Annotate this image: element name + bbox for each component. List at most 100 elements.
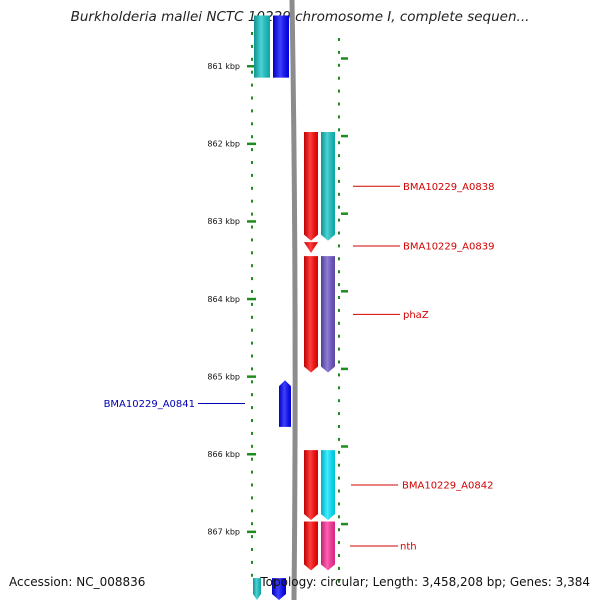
minor-tick-right [338, 231, 340, 235]
major-tick [247, 65, 256, 68]
minor-tick-left [251, 302, 253, 306]
gene-arrow-shading [273, 15, 289, 78]
gene-arrow-shading [279, 380, 291, 427]
gene-feature[interactable] [254, 15, 270, 78]
minor-tick-right [338, 38, 340, 41]
minor-tick-left [251, 186, 253, 190]
minor-tick-right [338, 425, 340, 428]
minor-tick-right [338, 257, 340, 261]
minor-tick-right [338, 218, 340, 222]
major-tick-right [341, 290, 348, 293]
gene-arrow-shading [321, 450, 335, 520]
minor-tick-right [338, 296, 340, 299]
minor-tick-left [251, 522, 253, 526]
gene-feature[interactable] [321, 450, 335, 520]
minor-tick-right [338, 167, 340, 170]
major-tick [247, 530, 256, 534]
gene-feature[interactable] [321, 131, 335, 241]
minor-tick-left [251, 161, 253, 164]
gene-label[interactable]: BMA10229_A0839 [403, 242, 494, 253]
minor-tick-right [338, 579, 340, 583]
minor-tick-left [251, 96, 253, 100]
major-tick [247, 453, 256, 456]
gene-arrow-shading [304, 256, 318, 373]
gene-arrow-shading [321, 256, 335, 373]
major-tick-right [341, 445, 348, 448]
minor-tick-left [251, 277, 253, 281]
tick-label: 862 kbp [207, 140, 240, 149]
minor-tick-left [251, 470, 253, 474]
minor-tick-right [338, 270, 340, 274]
gene-feature[interactable] [273, 15, 289, 78]
minor-tick-left [251, 109, 253, 113]
minor-tick-left [251, 393, 253, 397]
minor-tick-left [251, 573, 253, 577]
minor-tick-right [338, 244, 340, 248]
accession-text: Accession: NC_008836 [9, 575, 146, 589]
tick-label: 861 kbp [207, 62, 240, 71]
major-tick-right [341, 367, 348, 371]
minor-tick-right [338, 205, 340, 209]
tick-label: 865 kbp [207, 372, 240, 381]
gene-arrow-shading [321, 131, 335, 241]
minor-tick-left [251, 328, 253, 332]
minor-tick-left [251, 431, 253, 435]
major-tick [247, 297, 256, 301]
minor-tick-right [338, 308, 340, 312]
gene-label[interactable]: BMA10229_A0842 [402, 481, 493, 492]
minor-tick-left [251, 367, 253, 371]
major-tick-right [341, 57, 348, 60]
gene-feature[interactable] [272, 578, 286, 600]
map-title: Burkholderia mallei NCTC 10229 chromosom… [70, 9, 530, 25]
gene-arrow-shading [321, 521, 335, 571]
minor-tick-right [338, 334, 340, 338]
minor-tick-left [251, 457, 253, 461]
gene-feature[interactable] [304, 256, 318, 373]
gene-feature[interactable] [253, 578, 261, 600]
minor-tick-right [338, 63, 340, 67]
minor-tick-right [338, 115, 340, 119]
gene-feature[interactable] [279, 380, 291, 427]
minor-tick-right [338, 541, 340, 545]
tick-label: 863 kbp [207, 217, 240, 226]
minor-tick-left [251, 44, 253, 48]
minor-tick-right [338, 399, 340, 403]
minor-tick-right [338, 50, 340, 54]
minor-tick-left [251, 483, 253, 487]
gene-label[interactable]: nth [400, 541, 417, 552]
minor-tick-right [338, 463, 340, 467]
minor-tick-left [251, 199, 253, 203]
minor-tick-left [251, 496, 253, 500]
minor-tick-left [251, 83, 253, 87]
minor-tick-right [338, 386, 340, 390]
gene-feature[interactable] [304, 131, 318, 241]
tick-label: 867 kbp [207, 528, 240, 537]
minor-tick-right [338, 502, 340, 506]
gene-feature[interactable] [321, 256, 335, 373]
minor-tick-left [251, 406, 253, 410]
minor-tick-right [338, 102, 340, 106]
gene-feature[interactable] [321, 521, 335, 571]
gene-label[interactable]: phaZ [403, 310, 429, 321]
minor-tick-right [338, 554, 340, 557]
major-tick [247, 220, 256, 223]
minor-tick-right [338, 450, 340, 454]
minor-tick-left [251, 548, 253, 551]
minor-tick-right [338, 515, 340, 519]
backbone-layer [289, 0, 298, 600]
tick-layer: 861 kbp 862 kbp 863 kbp 864 kbp 865 kbp 866 k… [207, 32, 348, 583]
gene-label[interactable]: BMA10229_A0841 [104, 399, 195, 410]
minor-tick-right [338, 89, 340, 93]
gene-label[interactable]: BMA10229_A0838 [403, 182, 494, 193]
minor-tick-left [251, 444, 253, 448]
minor-tick-right [338, 566, 340, 570]
gene-feature[interactable] [304, 242, 318, 253]
major-tick-right [341, 134, 348, 138]
minor-tick-left [251, 535, 253, 539]
minor-tick-left [251, 57, 253, 61]
gene-feature[interactable] [304, 521, 318, 571]
gene-arrow-shading [304, 131, 318, 241]
gene-feature[interactable] [304, 450, 318, 520]
feature-layer [253, 15, 335, 600]
